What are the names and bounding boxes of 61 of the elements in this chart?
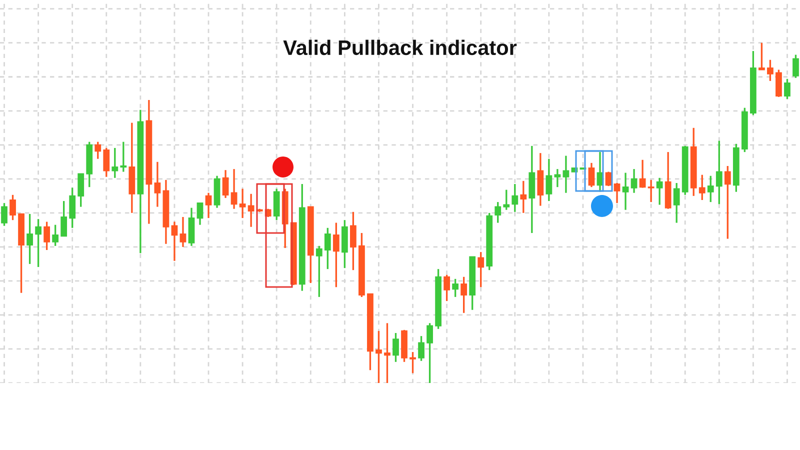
- candlestick: [350, 211, 356, 271]
- candlestick: [520, 180, 527, 214]
- candlestick: [639, 159, 646, 189]
- chart-title: Valid Pullback indicator: [283, 40, 517, 56]
- candlestick: [630, 168, 638, 194]
- candlestick: [554, 168, 561, 188]
- candlestick: [230, 168, 238, 210]
- candlestick: [171, 220, 178, 262]
- candlestick: [1, 202, 8, 227]
- candlestick: [376, 330, 382, 383]
- candlestick: [512, 183, 518, 213]
- candlestick: [26, 213, 33, 265]
- candlestick: [392, 332, 399, 363]
- candlestick: [648, 179, 654, 203]
- candlestick: [758, 42, 765, 71]
- candlestick: [418, 335, 424, 362]
- candlestick: [154, 161, 161, 208]
- candlestick: [239, 188, 246, 219]
- candlestick: [384, 322, 390, 383]
- candlestick: [94, 141, 102, 160]
- candlestick: [196, 202, 204, 226]
- candlestick: [324, 227, 331, 270]
- candlestick: [410, 351, 416, 374]
- candlestick: [222, 169, 229, 199]
- candlestick: [444, 274, 450, 302]
- candlestick: [707, 175, 714, 203]
- candlestick: [614, 182, 620, 204]
- candlestick: [460, 276, 468, 314]
- candlestick: [673, 182, 680, 224]
- candlestick: [316, 245, 322, 298]
- candlestick: [35, 218, 42, 268]
- candlestick: [60, 200, 68, 237]
- candlestick: [562, 154, 570, 194]
- candlestick: [452, 278, 459, 298]
- candlestick: [112, 147, 118, 179]
- candlestick: [776, 68, 782, 98]
- candlestick: [69, 186, 76, 229]
- candlestick: [248, 193, 254, 228]
- candlestick: [78, 172, 84, 208]
- candlestick: [478, 251, 484, 288]
- candlestick: [494, 201, 502, 224]
- candlestick: [103, 147, 110, 178]
- candlestick: [205, 192, 212, 219]
- candlestick: [180, 216, 186, 248]
- candlestick: [622, 172, 629, 211]
- candlestick: [716, 140, 722, 205]
- candlestick: [784, 78, 790, 100]
- candlestick: [52, 224, 59, 247]
- candlestick: [546, 158, 552, 202]
- candlestick: [44, 220, 50, 251]
- candlestick: [698, 174, 706, 201]
- candlestick: [656, 177, 663, 206]
- candlestick: [120, 141, 127, 173]
- candlestick: [503, 188, 510, 211]
- candlestick: [767, 59, 774, 82]
- candlestick: [426, 322, 433, 383]
- candlestick: [588, 162, 595, 188]
- candlestick: [724, 165, 731, 240]
- candlestick: [10, 194, 16, 221]
- candlestick: [792, 54, 799, 79]
- candlestick: [332, 222, 340, 288]
